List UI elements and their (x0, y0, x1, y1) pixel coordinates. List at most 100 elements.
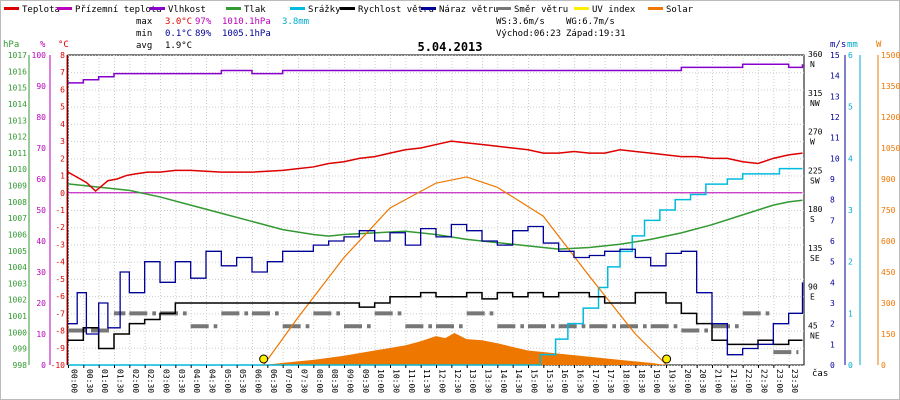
x-axis-ticks: 00:00 00:30 01:00 01:30 02:00 02:30 03:00 03:30… (68, 365, 799, 393)
axis-rain-tick-3: 3 (848, 206, 853, 215)
axis-wind-tick-5: 5 (830, 258, 835, 267)
x-tick-label-20: 10:00 (376, 369, 385, 393)
legend-swatch-6 (421, 7, 436, 10)
axis-direction-tick-4: 180 (808, 205, 823, 214)
axis-solar-tick-9: 1350 (881, 82, 900, 91)
x-tick-label-1: 00:30 (85, 369, 94, 393)
x-tick-label-18: 09:00 (346, 369, 355, 393)
legend-label-3: Tlak (244, 5, 266, 15)
axis-temperature-tick-13: 3 (60, 137, 65, 146)
axis-solar-tick-7: 1050 (881, 144, 900, 153)
x-tick-label-33: 16:30 (576, 369, 585, 393)
x-tick-label-46: 23:00 (775, 369, 784, 393)
axis-pressure-tick-9: 1007 (8, 214, 27, 223)
axis-humidity-tick-4: 40 (36, 237, 46, 246)
axis-humidity-tick-8: 80 (36, 113, 46, 122)
axis-direction-label-5: SE (810, 254, 820, 263)
stats-sunrise: Východ:06:23 (496, 29, 561, 39)
x-tick-label-45: 22:30 (760, 369, 769, 393)
axis-pressure-tick-12: 1010 (8, 165, 27, 174)
x-tick-label-21: 10:30 (392, 369, 401, 393)
x-tick-label-38: 19:00 (652, 369, 661, 393)
axis-wind-tick-1: 1 (830, 340, 835, 349)
x-tick-label-30: 15:00 (530, 369, 539, 393)
axis-direction-label-4: S (810, 215, 815, 224)
series-layer (67, 63, 804, 366)
x-tick-label-47: 23:30 (790, 369, 799, 393)
axis-temperature-tick-15: 5 (60, 103, 65, 112)
axis-direction-tick-3: 225 (808, 166, 823, 175)
legend-swatch-0 (4, 7, 19, 10)
axis-wind-tick-11: 11 (830, 134, 840, 143)
axis-temperature-tick-6: -4 (55, 258, 65, 267)
unit-hpa: hPa (3, 40, 19, 50)
unit-mm: mm (847, 40, 858, 50)
x-tick-label-8: 04:00 (192, 369, 201, 393)
x-tick-label-36: 18:00 (622, 369, 631, 393)
x-tick-label-15: 07:30 (300, 369, 309, 393)
legend-label-2: Vlhkost (168, 5, 206, 15)
stats-max-hum: 97% (195, 17, 212, 27)
axis-solar-tick-2: 300 (881, 299, 896, 308)
unit-pct: % (40, 40, 46, 50)
legend-swatch-7 (496, 7, 511, 10)
axis-rain-tick-2: 2 (848, 258, 853, 267)
stats-max-temp: 3.0°C (165, 17, 192, 27)
axis-temperature-tick-16: 6 (60, 85, 65, 94)
x-tick-label-7: 03:30 (177, 369, 186, 393)
axis-pressure-tick-19: 1017 (8, 51, 27, 60)
axis-direction-tick-5: 135 (808, 244, 823, 253)
stats-min-temp: 0.1°C (165, 29, 192, 39)
stats-min-press: 1005.1hPa (222, 29, 271, 39)
axis-direction-tick-6: 90 (808, 283, 818, 292)
x-tick-label-25: 12:30 (453, 369, 462, 393)
axis-pressure-tick-10: 1008 (8, 198, 27, 207)
x-tick-label-37: 18:30 (637, 369, 646, 393)
stats-min-label: min (136, 29, 152, 39)
axis-temperature-tick-7: -3 (55, 240, 65, 249)
x-tick-label-0: 00:00 (70, 369, 79, 393)
axis-direction-label-3: SW (810, 176, 820, 185)
axis-temperature-tick-18: 8 (60, 51, 65, 60)
x-tick-label-41: 20:30 (698, 369, 707, 393)
x-tick-label-23: 11:30 (422, 369, 431, 393)
series-temperature (67, 140, 803, 193)
axis-pressure-tick-1: 999 (13, 345, 28, 354)
axis-pressure-tick-6: 1004 (8, 263, 27, 272)
axis-pressure-tick-16: 1014 (8, 100, 27, 109)
x-tick-label-26: 13:00 (468, 369, 477, 393)
legend-label-0: Teplota (22, 5, 60, 15)
series-solar-theoretical (263, 176, 668, 366)
axis-humidity-tick-5: 50 (36, 206, 46, 215)
x-tick-label-17: 08:30 (330, 369, 339, 393)
legend-label-4: Srážky (308, 5, 341, 15)
axis-direction-label-2: W (810, 138, 815, 147)
stats-max-label: max (136, 17, 153, 27)
axis-pressure-tick-18: 1016 (8, 67, 27, 76)
legend-label-9: Solar (666, 5, 694, 15)
axis-temperature-tick-3: -7 (55, 309, 65, 318)
axis-wind-tick-6: 6 (830, 237, 835, 246)
x-tick-label-39: 19:30 (668, 369, 677, 393)
x-tick-label-28: 14:00 (499, 369, 508, 393)
axis-pressure-tick-15: 1013 (8, 116, 27, 125)
axis-temperature-tick-17: 7 (60, 68, 65, 77)
x-tick-label-32: 16:00 (560, 369, 569, 393)
series-solar-measured (263, 332, 667, 365)
plot-area (67, 54, 805, 366)
axis-wind-tick-2: 2 (830, 320, 835, 329)
series-wind-gust (68, 223, 804, 356)
axis-humidity-tick-7: 70 (36, 144, 46, 153)
legend-label-7: Směr větru (514, 5, 568, 15)
legend-swatch-2 (150, 7, 165, 10)
axis-wind-tick-14: 14 (830, 72, 840, 81)
x-tick-label-42: 21:00 (714, 369, 723, 393)
stats-avg-temp: 1.9°C (165, 41, 192, 51)
x-tick-label-3: 01:30 (116, 369, 125, 393)
axis-pressure-tick-8: 1006 (8, 230, 27, 239)
series-uv-marker-1 (662, 354, 672, 364)
stats-block: max 3.0°C 97% 1010.1hPa 3.8mm min 0.1°C … (136, 17, 626, 51)
axis-rain-tick-1: 1 (848, 309, 853, 318)
axis-direction-label-7: NE (810, 331, 820, 340)
